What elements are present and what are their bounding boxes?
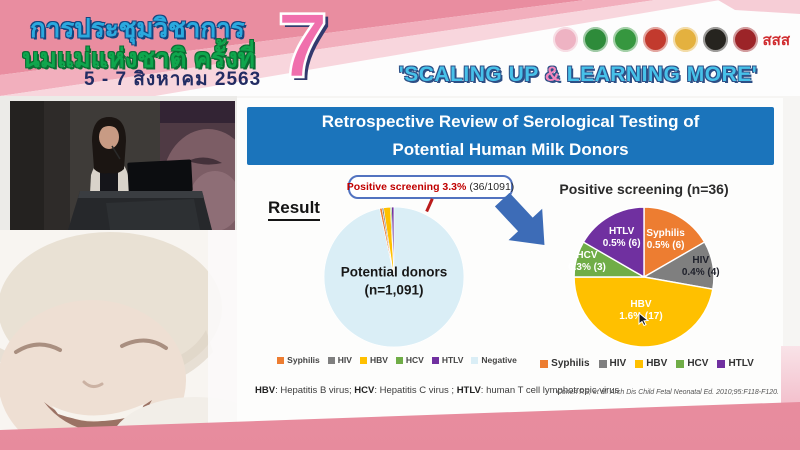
footnote-def-htlv: : human T cell lymphotropic virus (480, 385, 620, 396)
pie-slice-label-syphilis: Syphilis 0.5% (6) (646, 227, 685, 251)
laptop (127, 159, 193, 195)
legend-label: HIV (337, 355, 352, 365)
slogan-ampersand: & (544, 63, 561, 86)
blue-arrow-icon (494, 192, 545, 245)
center-label-line1: Potential donors (340, 264, 448, 280)
green-health-logo-2 (612, 27, 638, 52)
legend-label: HIV (609, 358, 627, 369)
conference-banner: การประชุมวิชาการ นมแม่แห่งชาติ ครั้งที่ … (0, 0, 800, 96)
legend-swatch (540, 359, 549, 368)
legend-swatch (359, 356, 367, 364)
footnote-def-hcv: : Hepatitis C virus ; (374, 385, 457, 396)
positive-screening-title: Positive screening (n=36) (559, 181, 729, 197)
legend-item-hbv: HBV (359, 355, 388, 365)
legend-swatch (277, 356, 285, 364)
legend-label: HCV (687, 358, 709, 369)
legend-item-hbv: HBV (635, 358, 667, 369)
legend-item-hcv: HCV (676, 358, 708, 369)
legend-potential-donors: Syphilis HIV HBV HCV HTLV Negative (277, 355, 517, 365)
partner-logos: สสส (552, 27, 790, 52)
pie-slice-label-htlv: HTLV 0.5% (6) (602, 226, 641, 250)
legend-swatch (676, 359, 685, 368)
citation: Cohen RS, et al. Arch Dis Child Fetal Ne… (556, 389, 779, 396)
footnote-abbr-htlv: HTLV (456, 385, 481, 396)
slide-title-line1: Retrospective Review of Serological Test… (321, 112, 700, 131)
slogan-post: LEARNING MORE' (560, 63, 758, 86)
footnote-abbr-hcv: HCV (354, 385, 375, 396)
podium (68, 191, 212, 230)
legend-item-htlv: HTLV (717, 358, 754, 369)
center-label-line2: (n=1,091) (364, 282, 424, 298)
callout-detail: (36/1091) (469, 181, 515, 193)
mouse-cursor (638, 312, 650, 327)
presentation-slide: Retrospective Review of Serological Test… (237, 98, 783, 450)
result-heading: Result (268, 198, 320, 221)
pie-slice-label-hcv: HCV 0.3% (3) (568, 249, 606, 273)
baby-photo-art (0, 230, 280, 450)
legend-item-hiv: HIV (598, 358, 627, 369)
slogan-pre: 'SCALING UP (398, 63, 545, 86)
legend-positive-screening: Syphilis HIV HBV HCV HTLV (540, 358, 754, 369)
legend-swatch (717, 359, 726, 368)
legend-label: HBV (646, 358, 668, 369)
presenter-webcam (10, 101, 254, 241)
footnote-abbr-hbv: HBV (255, 385, 276, 396)
red-gold-royal-emblem (642, 27, 668, 52)
positive-screening-pie: Syphilis 0.5% (6) HIV 0.4% (4) HBV 1.6% (17) H… (568, 205, 720, 349)
abbreviation-footnote: HBV: Hepatitis B virus; HCV: Hepatitis C… (255, 385, 619, 396)
legend-item-hiv: HIV (327, 355, 352, 365)
legend-item-syphilis: Syphilis (277, 355, 320, 365)
potential-donors-pie: Potential donors (n=1,091) (322, 205, 466, 349)
right-pink-wedge (781, 346, 800, 416)
presenter-webcam-scene (10, 101, 254, 241)
pie-chart-svg (323, 206, 465, 348)
breastfeeding-foundation-logo (552, 27, 578, 52)
legend-label: HTLV (441, 355, 464, 365)
dark-red-round-emblem (732, 27, 758, 52)
gold-royal-emblem (672, 27, 698, 52)
legend-label: HTLV (728, 358, 754, 369)
legend-swatch (471, 356, 479, 364)
legend-swatch (635, 359, 644, 368)
thai-health-sss-logo: สสส (762, 31, 790, 49)
legend-swatch (431, 356, 439, 364)
pie-chart-svg (573, 206, 715, 348)
callout-highlight: Positive screening 3.3% (346, 181, 467, 193)
legend-item-hcv: HCV (395, 355, 424, 365)
conference-title-line1: การประชุมวิชาการ (30, 13, 245, 43)
edition-number: 7 (276, 0, 330, 97)
legend-label: Syphilis (287, 355, 320, 365)
conference-title-line2: นมแม่แห่งชาติ ครั้งที่ (22, 43, 255, 73)
legend-item-syphilis: Syphilis (540, 358, 590, 369)
legend-swatch (327, 356, 335, 364)
legend-swatch (395, 356, 403, 364)
legend-swatch (598, 359, 607, 368)
positive-screening-callout: Positive screening 3.3% (36/1091) (346, 175, 515, 199)
pie-slice-htlv (582, 206, 645, 278)
legend-label: HCV (405, 355, 424, 365)
pie-center-label: Potential donors (n=1,091) (329, 264, 459, 299)
pie-slice-negative (323, 206, 465, 348)
legend-item-negative: Negative (471, 355, 517, 365)
conference-date: 5 - 7 สิงหาคม 2563 (84, 69, 262, 90)
legend-item-htlv: HTLV (431, 355, 464, 365)
slide-title-line2: Potential Human Milk Donors (392, 140, 629, 159)
legend-label: Syphilis (551, 358, 590, 369)
legend-label: HBV (369, 355, 388, 365)
baby-photo (0, 230, 280, 450)
pie-slice-label-hiv: HIV 0.4% (4) (681, 254, 720, 278)
slide-title-bar: Retrospective Review of Serological Test… (247, 107, 774, 165)
pie-slice-syphilis (643, 206, 706, 278)
legend-label: Negative (481, 355, 517, 365)
footnote-def-hbv: : Hepatitis B virus; (275, 385, 355, 396)
black-round-emblem (702, 27, 728, 52)
green-health-logo-1 (582, 27, 608, 52)
pie-slice-hbv (573, 276, 714, 348)
conference-slogan: 'SCALING UP & LEARNING MORE' (362, 63, 794, 87)
